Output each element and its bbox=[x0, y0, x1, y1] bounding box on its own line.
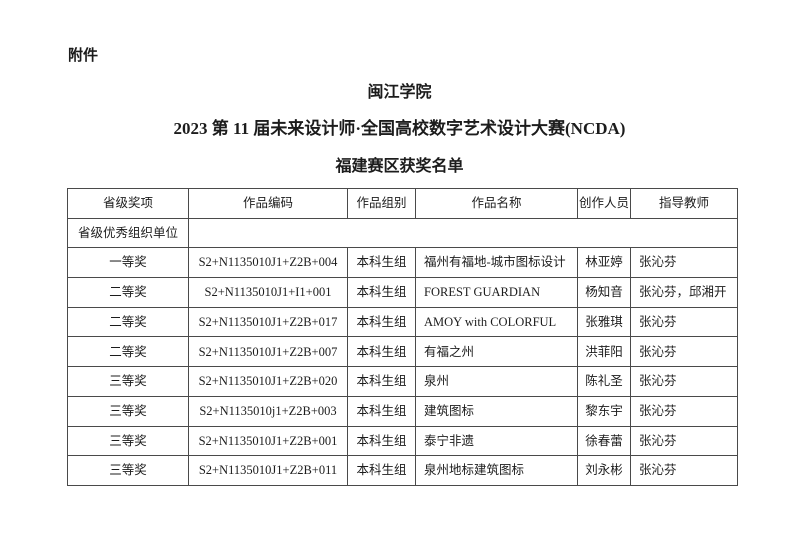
title-cell: 泰宁非遗 bbox=[415, 425, 578, 457]
advisor-cell: 张沁芬 bbox=[630, 455, 738, 486]
code-cell: S2+N1135010j1+Z2B+003 bbox=[188, 395, 348, 427]
group-cell: 本科生组 bbox=[347, 366, 416, 397]
title-cell: 泉州地标建筑图标 bbox=[415, 455, 578, 486]
group-cell: 本科生组 bbox=[347, 336, 416, 368]
award-cell: 三等奖 bbox=[67, 425, 189, 457]
advisor-cell: 张沁芬 bbox=[630, 366, 738, 397]
advisor-cell: 张沁芬 bbox=[630, 425, 738, 457]
award-cell: 三等奖 bbox=[67, 395, 189, 427]
list-title: 福建赛区获奖名单 bbox=[335, 158, 464, 175]
title-cell: 建筑图标 bbox=[415, 395, 578, 427]
code-cell: S2+N1135010J1+Z2B+007 bbox=[188, 336, 348, 368]
award-cell: 三等奖 bbox=[67, 366, 189, 397]
header-advisor: 指导教师 bbox=[630, 188, 738, 219]
title-cell: 有福之州 bbox=[415, 336, 578, 368]
table-row: 二等奖 S2+N1135010J1+Z2B+007 本科生组 有福之州 洪菲阳 … bbox=[67, 336, 738, 368]
competition-title: 2023 第 11 届未来设计师·全国高校数字艺术设计大赛(NCDA) bbox=[173, 119, 626, 138]
header-group: 作品组别 bbox=[347, 188, 416, 219]
header-title: 作品名称 bbox=[415, 188, 578, 219]
code-cell: S2+N1135010J1+I1+001 bbox=[188, 277, 348, 308]
group-cell: 本科生组 bbox=[347, 455, 416, 486]
table-row: 二等奖 S2+N1135010J1+Z2B+017 本科生组 AMOY with… bbox=[67, 306, 738, 338]
org-unit-row: 省级优秀组织单位 bbox=[67, 217, 738, 249]
advisor-cell: 张沁芬 bbox=[630, 336, 738, 368]
award-cell: 一等奖 bbox=[67, 247, 189, 279]
code-cell: S2+N1135010J1+Z2B+020 bbox=[188, 366, 348, 397]
title-cell: AMOY with COLORFUL bbox=[415, 306, 578, 338]
award-cell: 二等奖 bbox=[67, 306, 189, 338]
table-header-row: 省级奖项 作品编码 作品组别 作品名称 创作人员 指导教师 bbox=[67, 188, 738, 219]
table-row: 三等奖 S2+N1135010J1+Z2B+001 本科生组 泰宁非遗 徐春蕾 … bbox=[67, 425, 738, 457]
title-cell: 福州有福地-城市图标设计 bbox=[415, 247, 578, 279]
title-cell: FOREST GUARDIAN bbox=[415, 277, 578, 308]
award-cell: 二等奖 bbox=[67, 277, 189, 308]
title-cell: 泉州 bbox=[415, 366, 578, 397]
advisor-cell: 张沁芬 bbox=[630, 306, 738, 338]
org-unit-label: 省级优秀组织单位 bbox=[67, 217, 189, 249]
header-award: 省级奖项 bbox=[67, 188, 189, 219]
creator-cell: 刘永彬 bbox=[577, 455, 631, 486]
creator-cell: 林亚婷 bbox=[577, 247, 631, 279]
header-creator: 创作人员 bbox=[577, 188, 631, 219]
table-row: 一等奖 S2+N1135010J1+Z2B+004 本科生组 福州有福地-城市图… bbox=[67, 247, 738, 279]
award-cell: 三等奖 bbox=[67, 455, 189, 486]
table-row: 二等奖 S2+N1135010J1+I1+001 本科生组 FOREST GUA… bbox=[67, 277, 738, 308]
code-cell: S2+N1135010J1+Z2B+004 bbox=[188, 247, 348, 279]
code-cell: S2+N1135010J1+Z2B+017 bbox=[188, 306, 348, 338]
table-row: 三等奖 S2+N1135010J1+Z2B+020 本科生组 泉州 陈礼圣 张沁… bbox=[67, 366, 738, 397]
university-title: 闽江学院 bbox=[367, 84, 432, 101]
group-cell: 本科生组 bbox=[347, 425, 416, 457]
advisor-cell: 张沁芬 bbox=[630, 247, 738, 279]
attachment-label: 附件 bbox=[68, 48, 99, 64]
advisor-cell: 张沁芬，邱湘开 bbox=[630, 277, 738, 308]
org-unit-empty-cell bbox=[188, 217, 738, 249]
code-cell: S2+N1135010J1+Z2B+001 bbox=[188, 425, 348, 457]
awards-table: 省级奖项 作品编码 作品组别 作品名称 创作人员 指导教师 省级优秀组织单位 一… bbox=[67, 188, 738, 486]
creator-cell: 张雅琪 bbox=[577, 306, 631, 338]
group-cell: 本科生组 bbox=[347, 277, 416, 308]
code-cell: S2+N1135010J1+Z2B+011 bbox=[188, 455, 348, 486]
advisor-cell: 张沁芬 bbox=[630, 395, 738, 427]
award-cell: 二等奖 bbox=[67, 336, 189, 368]
group-cell: 本科生组 bbox=[347, 395, 416, 427]
creator-cell: 黎东宇 bbox=[577, 395, 631, 427]
creator-cell: 洪菲阳 bbox=[577, 336, 631, 368]
creator-cell: 杨知音 bbox=[577, 277, 631, 308]
group-cell: 本科生组 bbox=[347, 306, 416, 338]
header-code: 作品编码 bbox=[188, 188, 348, 219]
creator-cell: 陈礼圣 bbox=[577, 366, 631, 397]
group-cell: 本科生组 bbox=[347, 247, 416, 279]
table-row: 三等奖 S2+N1135010j1+Z2B+003 本科生组 建筑图标 黎东宇 … bbox=[67, 395, 738, 427]
table-row: 三等奖 S2+N1135010J1+Z2B+011 本科生组 泉州地标建筑图标 … bbox=[67, 455, 738, 486]
creator-cell: 徐春蕾 bbox=[577, 425, 631, 457]
